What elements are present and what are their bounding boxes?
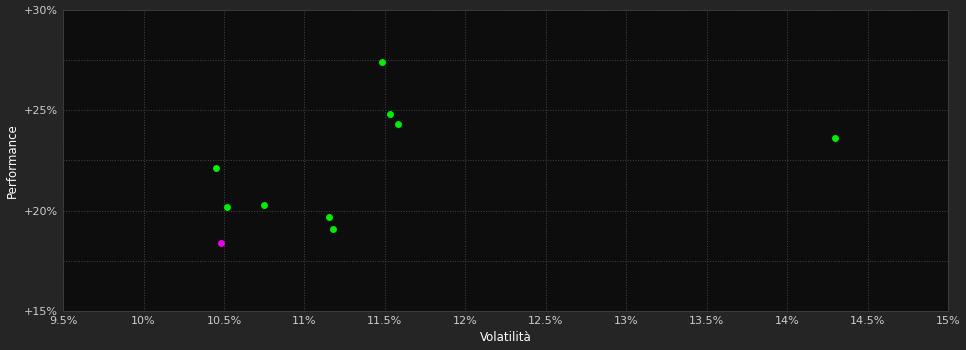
Point xyxy=(374,59,389,65)
Point xyxy=(390,121,406,127)
Point xyxy=(828,135,843,141)
X-axis label: Volatilità: Volatilità xyxy=(480,331,531,344)
Point xyxy=(326,226,341,231)
Point xyxy=(321,214,336,219)
Point xyxy=(213,240,229,245)
Point xyxy=(257,202,272,207)
Point xyxy=(219,204,235,209)
Point xyxy=(209,166,224,171)
Point xyxy=(382,111,397,117)
Y-axis label: Performance: Performance xyxy=(6,123,18,198)
